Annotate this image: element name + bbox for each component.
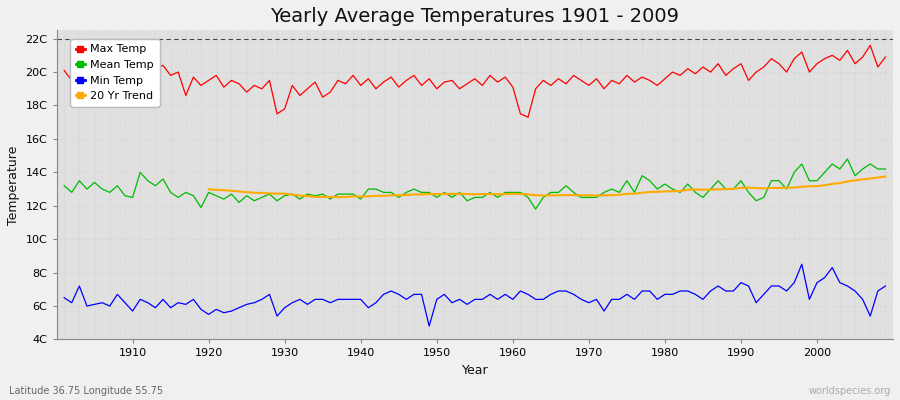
X-axis label: Year: Year — [462, 364, 488, 377]
Legend: Max Temp, Mean Temp, Min Temp, 20 Yr Trend: Max Temp, Mean Temp, Min Temp, 20 Yr Tre… — [70, 39, 159, 107]
Text: worldspecies.org: worldspecies.org — [809, 386, 891, 396]
Text: Latitude 36.75 Longitude 55.75: Latitude 36.75 Longitude 55.75 — [9, 386, 163, 396]
Title: Yearly Average Temperatures 1901 - 2009: Yearly Average Temperatures 1901 - 2009 — [270, 7, 680, 26]
Y-axis label: Temperature: Temperature — [7, 145, 20, 224]
